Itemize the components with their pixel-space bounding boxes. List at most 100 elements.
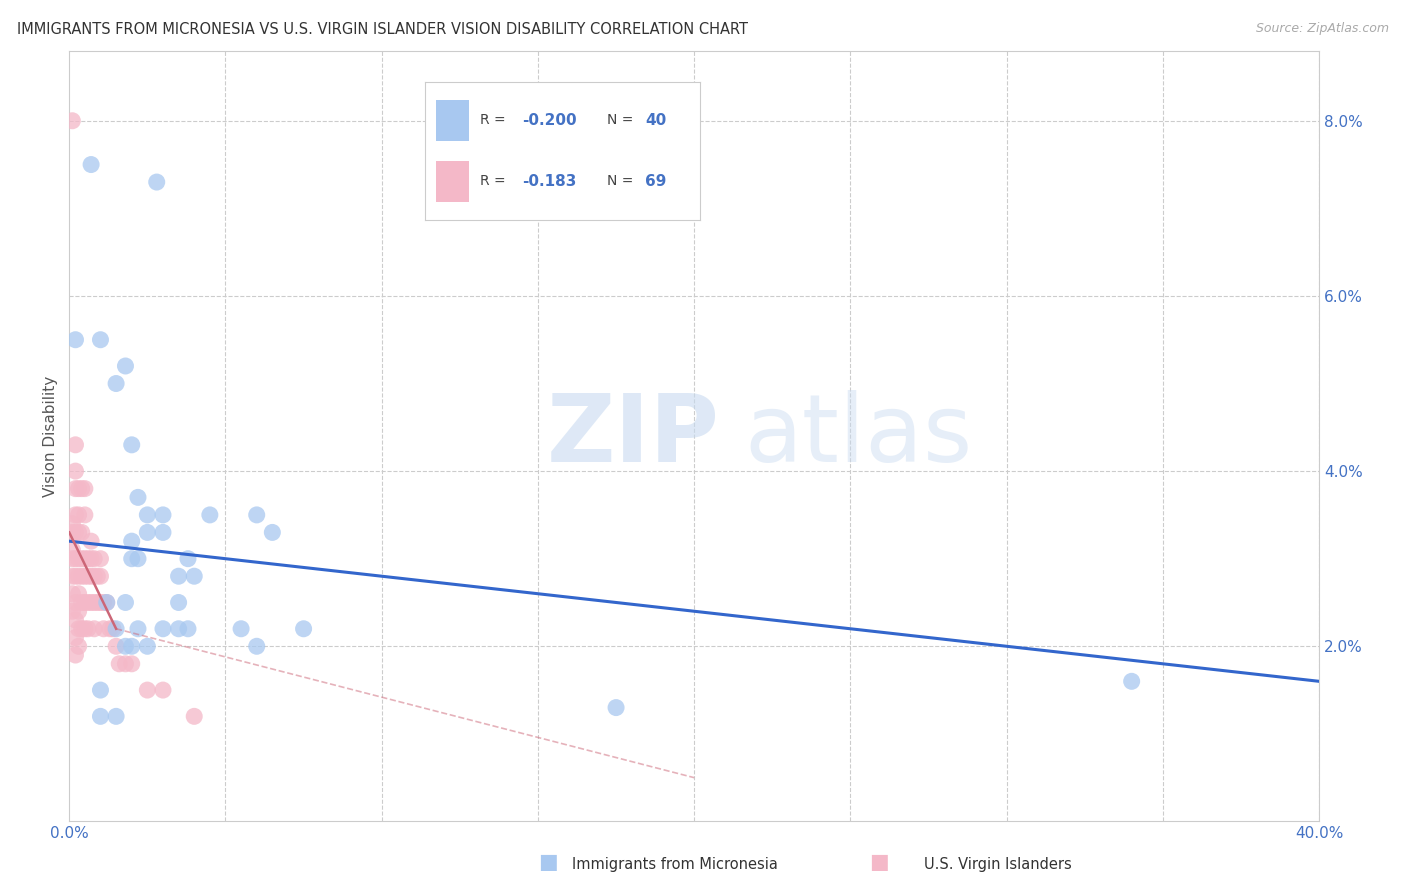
Text: U.S. Virgin Islanders: U.S. Virgin Islanders xyxy=(924,857,1073,872)
Point xyxy=(136,683,159,698)
Point xyxy=(101,622,124,636)
Point xyxy=(183,709,205,723)
Point xyxy=(105,709,128,723)
Point xyxy=(89,709,111,723)
Point xyxy=(127,551,149,566)
Point xyxy=(65,613,87,627)
Point xyxy=(1121,674,1143,689)
Point xyxy=(108,657,131,671)
Text: ZIP: ZIP xyxy=(547,390,720,482)
Point xyxy=(77,595,100,609)
Point xyxy=(70,569,93,583)
Point xyxy=(127,622,149,636)
Point xyxy=(136,525,159,540)
Point xyxy=(83,595,105,609)
Point xyxy=(105,622,128,636)
Point xyxy=(114,640,136,654)
Point xyxy=(114,595,136,609)
Point xyxy=(80,595,103,609)
Point xyxy=(121,640,143,654)
Point xyxy=(65,595,87,609)
Point xyxy=(229,622,252,636)
Point xyxy=(246,508,269,522)
Point xyxy=(73,595,96,609)
Point xyxy=(67,604,90,618)
Point xyxy=(121,657,143,671)
Point xyxy=(77,622,100,636)
Text: ■: ■ xyxy=(538,853,558,872)
Point xyxy=(65,508,87,522)
Point xyxy=(67,508,90,522)
Point xyxy=(70,622,93,636)
Point xyxy=(96,595,118,609)
Point xyxy=(67,587,90,601)
Point xyxy=(121,438,143,452)
Text: Immigrants from Micronesia: Immigrants from Micronesia xyxy=(572,857,778,872)
Text: IMMIGRANTS FROM MICRONESIA VS U.S. VIRGIN ISLANDER VISION DISABILITY CORRELATION: IMMIGRANTS FROM MICRONESIA VS U.S. VIRGI… xyxy=(17,22,748,37)
Point xyxy=(77,551,100,566)
Point xyxy=(89,551,111,566)
Point xyxy=(177,622,200,636)
Point xyxy=(89,333,111,347)
Point xyxy=(105,376,128,391)
Point xyxy=(89,595,111,609)
Y-axis label: Vision Disability: Vision Disability xyxy=(44,376,58,497)
Point xyxy=(145,175,167,189)
Point xyxy=(114,657,136,671)
Point xyxy=(105,640,128,654)
Point xyxy=(65,482,87,496)
Point xyxy=(89,569,111,583)
Point xyxy=(60,569,83,583)
Point xyxy=(77,569,100,583)
Point xyxy=(86,595,108,609)
Point xyxy=(65,631,87,645)
Point xyxy=(83,622,105,636)
Point xyxy=(73,569,96,583)
Point xyxy=(152,683,174,698)
Point xyxy=(167,622,190,636)
Point xyxy=(65,648,87,662)
Point xyxy=(98,622,121,636)
Point xyxy=(60,543,83,558)
Point xyxy=(80,569,103,583)
Point xyxy=(65,333,87,347)
Point xyxy=(73,622,96,636)
Point xyxy=(80,534,103,549)
Point xyxy=(67,551,90,566)
Point xyxy=(67,569,90,583)
Point xyxy=(73,482,96,496)
Point xyxy=(60,604,83,618)
Point xyxy=(60,587,83,601)
Point xyxy=(60,516,83,531)
Point xyxy=(67,525,90,540)
Point xyxy=(121,534,143,549)
Point xyxy=(65,525,87,540)
Point xyxy=(73,551,96,566)
Point xyxy=(136,640,159,654)
Point xyxy=(67,482,90,496)
Point xyxy=(70,551,93,566)
Point xyxy=(114,359,136,373)
Point xyxy=(65,438,87,452)
Text: Source: ZipAtlas.com: Source: ZipAtlas.com xyxy=(1256,22,1389,36)
Point xyxy=(70,525,93,540)
Point xyxy=(80,157,103,171)
Point xyxy=(65,569,87,583)
Point xyxy=(152,525,174,540)
Point xyxy=(89,683,111,698)
Point xyxy=(70,482,93,496)
Point xyxy=(198,508,221,522)
Point xyxy=(93,595,115,609)
Point xyxy=(177,551,200,566)
Point xyxy=(152,622,174,636)
Point xyxy=(70,595,93,609)
Point xyxy=(73,508,96,522)
Point xyxy=(93,622,115,636)
Point xyxy=(83,569,105,583)
Point xyxy=(152,508,174,522)
Point xyxy=(67,622,90,636)
Point xyxy=(60,525,83,540)
Point xyxy=(83,551,105,566)
Point xyxy=(60,551,83,566)
Point xyxy=(292,622,315,636)
